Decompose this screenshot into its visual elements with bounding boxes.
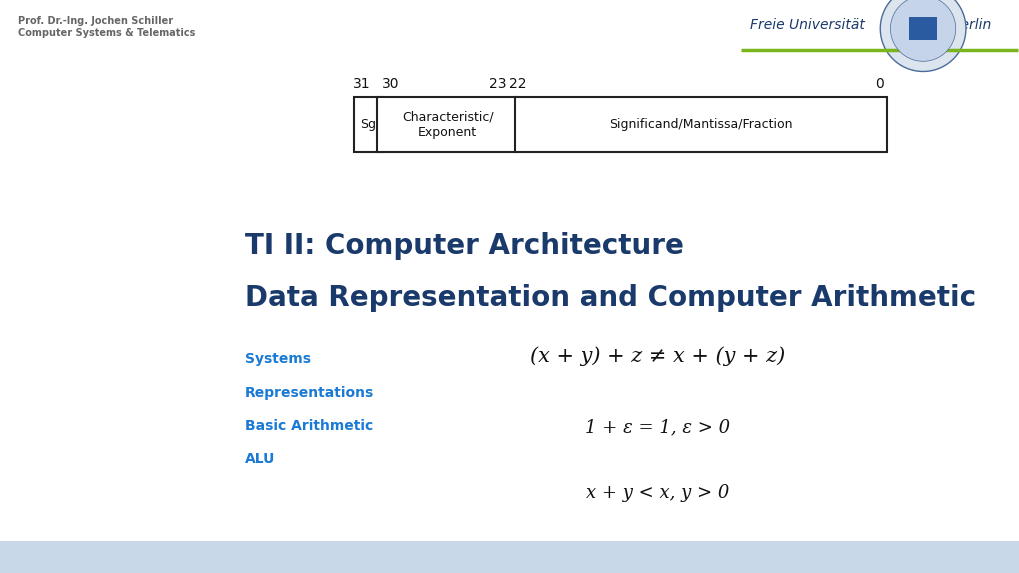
Polygon shape (890, 0, 955, 61)
Text: Berlin: Berlin (951, 18, 990, 32)
Text: x + y < x, y > 0: x + y < x, y > 0 (586, 484, 729, 502)
Text: Significand/Mantissa/Fraction: Significand/Mantissa/Fraction (609, 118, 792, 131)
Text: Sg: Sg (360, 118, 376, 131)
Polygon shape (879, 0, 965, 72)
Text: 31: 31 (353, 77, 371, 91)
Bar (377, 97, 518, 152)
Text: (x + y) + z ≠ x + (y + z): (x + y) + z ≠ x + (y + z) (530, 347, 785, 366)
Text: Characteristic/
Exponent: Characteristic/ Exponent (401, 111, 493, 139)
Text: Freie Universität: Freie Universität (749, 18, 864, 32)
Bar (908, 17, 936, 40)
Bar (0, 541, 1019, 573)
Text: Representations: Representations (245, 386, 374, 399)
Text: Systems: Systems (245, 352, 311, 366)
Text: 30: 30 (381, 77, 399, 91)
Text: Data Representation and Computer Arithmetic: Data Representation and Computer Arithme… (245, 284, 975, 312)
Text: TI II: Computer Architecture: TI II: Computer Architecture (245, 232, 683, 260)
Text: 23: 23 (488, 77, 506, 91)
Text: Basic Arithmetic: Basic Arithmetic (245, 419, 373, 433)
Text: 1 + ε = 1, ε > 0: 1 + ε = 1, ε > 0 (585, 418, 730, 436)
Text: ALU: ALU (245, 452, 275, 466)
Text: Computer Systems & Telematics: Computer Systems & Telematics (18, 28, 196, 38)
Bar (354, 97, 382, 152)
Text: Prof. Dr.-Ing. Jochen Schiller: Prof. Dr.-Ing. Jochen Schiller (18, 16, 173, 26)
Text: 22: 22 (508, 77, 527, 91)
Text: 0: 0 (874, 77, 882, 91)
Bar (515, 97, 887, 152)
